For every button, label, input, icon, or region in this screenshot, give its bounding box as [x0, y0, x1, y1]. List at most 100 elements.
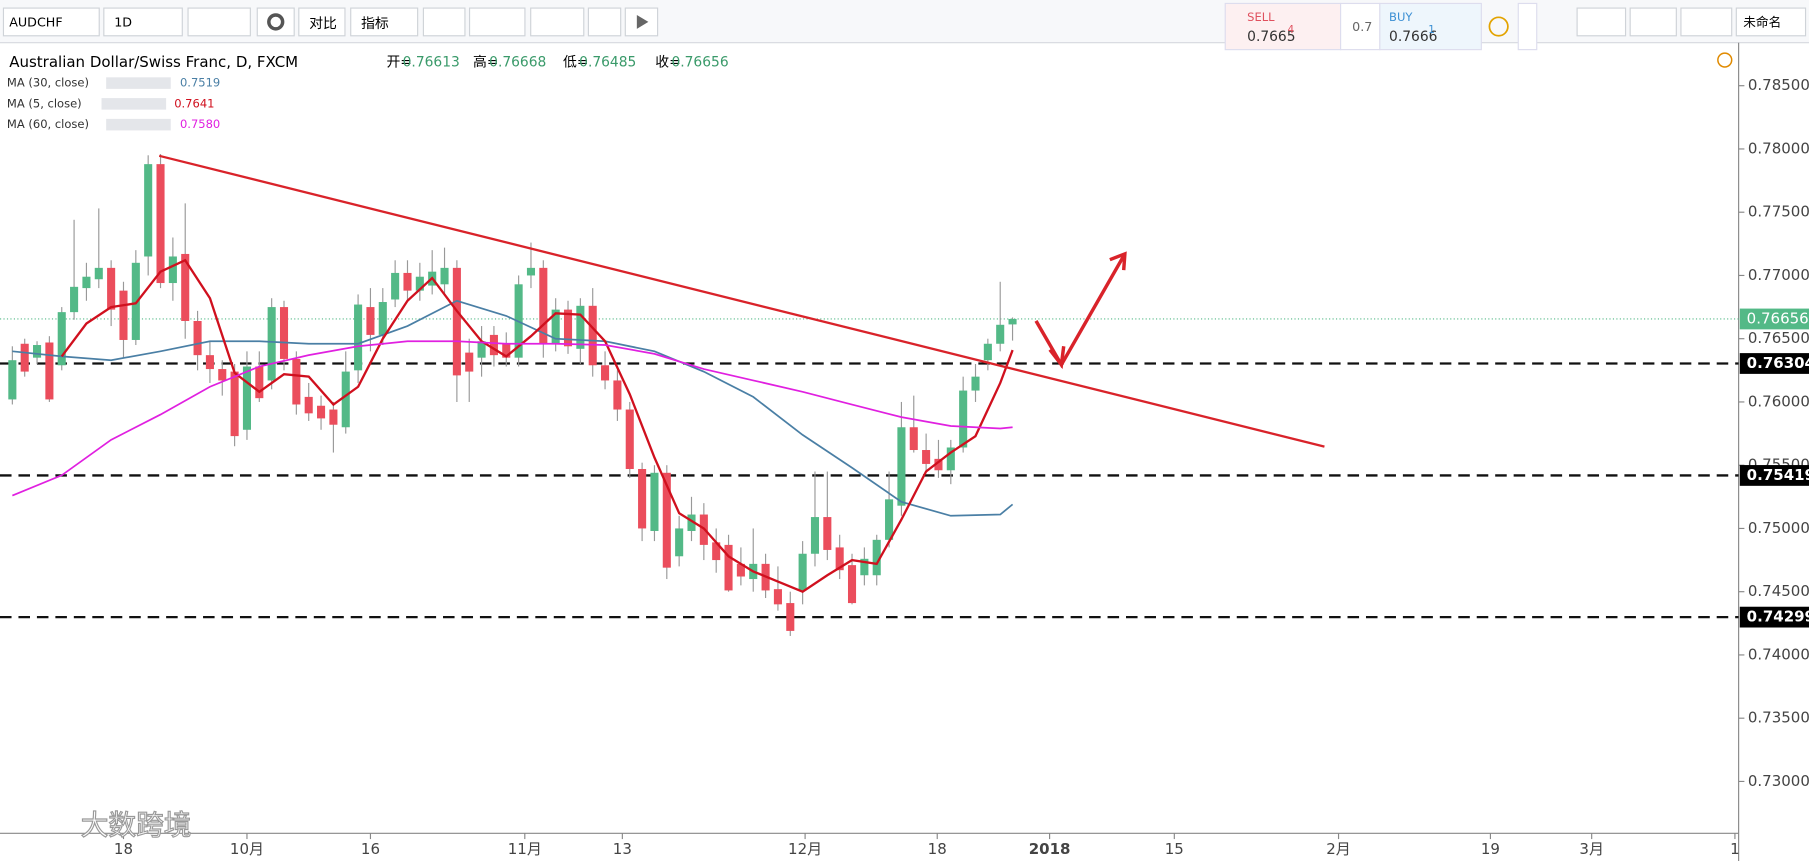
candle-body: [662, 472, 671, 568]
candle-body: [292, 358, 301, 405]
candle-body: [983, 343, 992, 361]
ohlc-value: 0.76613: [403, 54, 460, 70]
candle-body: [539, 267, 548, 344]
last-price-label: 0.76656: [1747, 309, 1809, 327]
candle-body: [736, 563, 745, 577]
candle-body: [860, 558, 869, 576]
buy-label[interactable]: BUY: [1389, 10, 1413, 24]
ohlc-value: 0.76656: [671, 54, 728, 70]
zoom-buttons[interactable]: [1517, 2, 1538, 51]
y-tick-label: 0.75000: [1748, 519, 1809, 537]
level-box: [1739, 353, 1809, 374]
compare-button[interactable]: [298, 7, 346, 37]
y-tick-label: 0.78500: [1748, 76, 1809, 94]
indicators[interactable]: 指标: [361, 16, 389, 32]
legend-name: MA (30, close): [7, 76, 89, 90]
candle-body: [144, 164, 153, 257]
y-tick-label: 0.73000: [1748, 772, 1809, 790]
trend-line: [158, 154, 1325, 448]
candle-body: [934, 458, 943, 471]
y-tick-label: 0.74500: [1748, 582, 1809, 600]
candle-body: [403, 272, 412, 291]
symbol[interactable]: AUDCHF: [9, 15, 62, 30]
layout-name[interactable]: 未命名: [1743, 15, 1781, 30]
save-button[interactable]: [1680, 7, 1733, 37]
candle-body: [391, 272, 400, 300]
layout-box[interactable]: [1735, 7, 1807, 37]
drawing-button[interactable]: [1576, 7, 1627, 37]
candle-body: [576, 305, 585, 349]
idea-button[interactable]: [468, 7, 526, 37]
candle-body: [810, 517, 820, 554]
alert-button[interactable]: [422, 7, 466, 37]
candle-body: [971, 376, 980, 391]
candle-body: [823, 517, 832, 550]
load-button[interactable]: [1629, 7, 1677, 37]
candle-body: [465, 352, 474, 372]
x-tick-label: 10月: [230, 840, 264, 858]
candle-body: [922, 450, 931, 464]
legend-name: MA (5, close): [7, 96, 82, 110]
x-tick-label: 13: [613, 840, 632, 858]
candle-body: [897, 427, 906, 506]
warning-icon: [1717, 52, 1733, 68]
candle-body: [230, 371, 239, 437]
interval[interactable]: 1D: [114, 15, 132, 30]
candle-body: [317, 405, 326, 419]
candle-body: [909, 427, 918, 451]
interval-box[interactable]: [103, 7, 183, 37]
chart-title: Australian Dollar/Swiss Franc, D, FXCM: [9, 53, 298, 71]
undo-redo[interactable]: [530, 7, 585, 37]
legend-name: MA (60, close): [7, 117, 89, 131]
watermark: 大数跨境: [81, 808, 192, 841]
candle-body: [255, 366, 264, 399]
candle-body: [588, 305, 597, 366]
indicators-button[interactable]: [350, 7, 419, 37]
ohlc-value: 0.76485: [579, 54, 636, 70]
legend-controls: [106, 77, 171, 89]
x-tick-label: 19: [1481, 840, 1500, 858]
x-tick-label: 11月: [508, 840, 542, 858]
ma-line: [60, 258, 1014, 594]
candle-body: [8, 360, 17, 400]
candle-body: [329, 409, 338, 425]
candle-body: [502, 343, 511, 358]
gear-icon: [267, 13, 285, 31]
x-tick-label: 16: [361, 840, 380, 858]
candle-body: [82, 276, 91, 289]
candle-body: [354, 304, 363, 371]
buy-pip: 1: [1428, 24, 1435, 36]
y-tick-label: 0.73500: [1748, 709, 1809, 727]
compare[interactable]: 对比: [309, 16, 337, 32]
legend-value: 0.7580: [180, 117, 220, 131]
sell-box[interactable]: [1224, 2, 1342, 51]
candle-body: [156, 164, 165, 284]
x-tick-label: 18: [928, 840, 947, 858]
buy-box[interactable]: [1379, 2, 1482, 51]
buy-price[interactable]: 0.7666: [1389, 29, 1437, 45]
spread: 0.7: [1352, 19, 1372, 34]
sell-label[interactable]: SELL: [1247, 10, 1275, 24]
candle-body: [563, 309, 573, 347]
x-tick-label: 2月: [1326, 840, 1351, 858]
settings-button[interactable]: [256, 7, 295, 37]
candle-body: [1008, 318, 1017, 325]
legend-controls: [106, 118, 171, 131]
chart-type-button[interactable]: [187, 7, 251, 37]
fullscreen-button[interactable]: [587, 7, 622, 37]
sell-pip: 4: [1288, 24, 1295, 36]
candle-body: [773, 589, 782, 605]
candle-body: [20, 343, 29, 372]
candle-body: [279, 307, 289, 359]
candle-body: [366, 307, 375, 335]
y-tick-label: 0.77500: [1748, 203, 1809, 221]
sell-price[interactable]: 0.7665: [1247, 29, 1295, 45]
info-icon[interactable]: [1488, 16, 1509, 37]
level-label: 0.75419: [1747, 466, 1809, 484]
level-label: 0.76304: [1747, 354, 1809, 372]
symbol-box[interactable]: [2, 7, 100, 37]
candle-body: [70, 286, 79, 313]
y-tick-label: 0.78000: [1748, 139, 1809, 157]
